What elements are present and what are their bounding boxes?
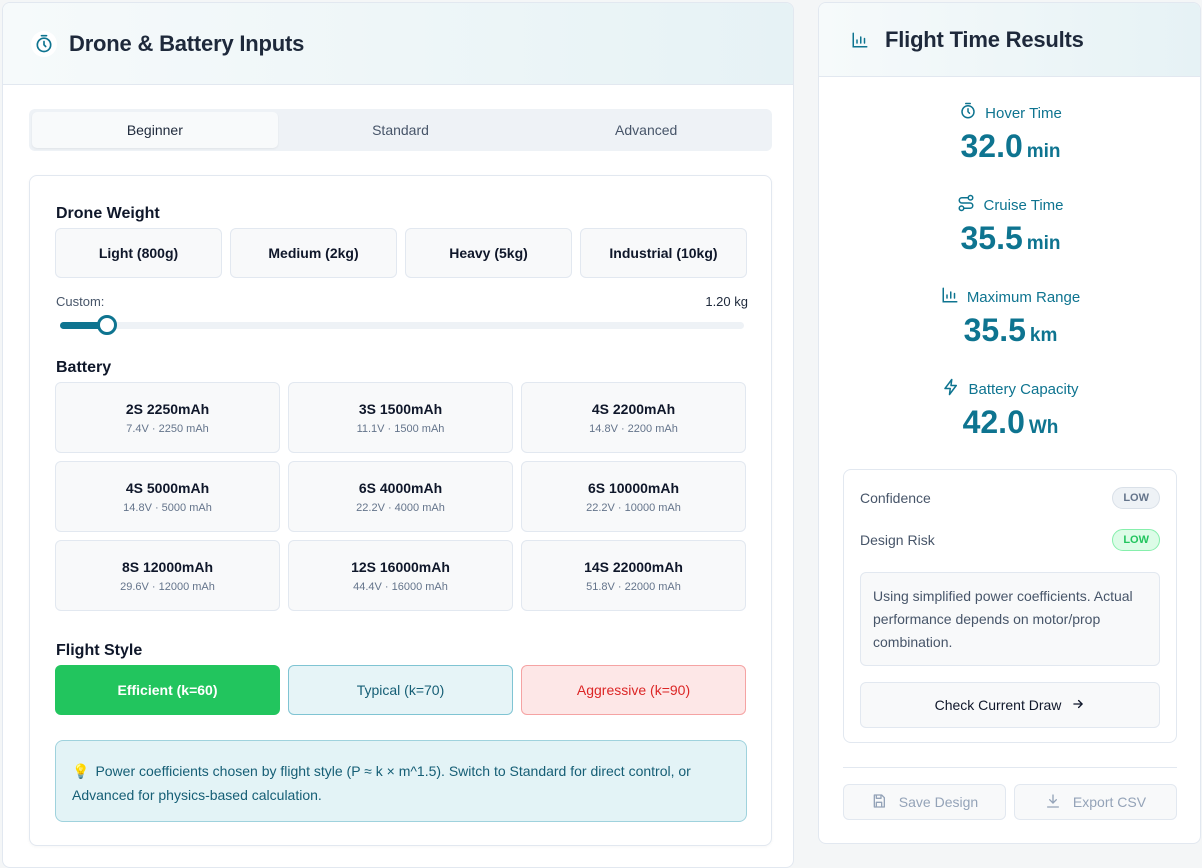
tab-beginner[interactable]: Beginner [32, 112, 278, 148]
weight-slider[interactable] [60, 315, 744, 335]
drone-weight-label: Drone Weight [56, 205, 160, 222]
confidence-row: Confidence LOW [860, 487, 1160, 509]
weight-presets: Light (800g) Medium (2kg) Heavy (5kg) In… [55, 228, 747, 278]
battery-capacity-value: 42.0 [962, 404, 1025, 440]
results-title: Flight Time Results [885, 26, 1084, 52]
inputs-panel: Drone & Battery Inputs Beginner Standard… [2, 2, 794, 868]
route-icon [957, 194, 975, 216]
download-icon [1045, 793, 1061, 812]
max-range-value: 35.5 [963, 312, 1026, 348]
custom-weight-row: Custom: 1.20 kg [56, 294, 748, 309]
max-range-metric: Maximum Range 35.5 km [819, 286, 1200, 349]
style-typical-button[interactable]: Typical (k=70) [288, 665, 513, 715]
cruise-time-value: 35.5 [960, 220, 1023, 256]
tab-advanced[interactable]: Advanced [615, 122, 678, 138]
stopwatch-icon [31, 30, 57, 57]
battery-option[interactable]: 6S 10000mAh 22.2V · 10000 mAh [521, 461, 746, 532]
hover-time-label: Hover Time [985, 104, 1062, 122]
footer-divider [843, 767, 1177, 768]
battery-option[interactable]: 14S 22000mAh 51.8V · 22000 mAh [521, 540, 746, 611]
weight-industrial-button[interactable]: Industrial (10kg) [580, 228, 747, 278]
flight-style-label: Flight Style [56, 642, 143, 659]
battery-label: Battery [56, 359, 112, 376]
style-aggressive-button[interactable]: Aggressive (k=90) [521, 665, 746, 715]
save-design-button[interactable]: Save Design [843, 784, 1006, 820]
design-risk-badge: LOW [1112, 529, 1160, 551]
inputs-header: Drone & Battery Inputs [3, 3, 793, 85]
inputs-title: Drone & Battery Inputs [69, 30, 305, 56]
cruise-time-unit: min [1026, 233, 1061, 254]
weight-slider-fill [60, 322, 107, 329]
battery-option[interactable]: 6S 4000mAh 22.2V · 4000 mAh [288, 461, 513, 532]
inputs-form: Drone Weight Light (800g) Medium (2kg) H… [29, 175, 772, 846]
battery-option[interactable]: 3S 1500mAh 11.1V · 1500 mAh [288, 382, 513, 453]
model-note: Using simplified power coefficients. Act… [860, 572, 1160, 666]
battery-option[interactable]: 12S 16000mAh 44.4V · 16000 mAh [288, 540, 513, 611]
battery-options: 2S 2250mAh 7.4V · 2250 mAh 3S 1500mAh 11.1… [55, 382, 746, 611]
bar-chart-icon [941, 286, 959, 308]
style-efficient-button[interactable]: Efficient (k=60) [55, 665, 280, 715]
mode-tabs: Beginner Standard Advanced [29, 109, 772, 151]
battery-capacity-unit: Wh [1028, 417, 1059, 438]
max-range-unit: km [1029, 325, 1058, 346]
check-current-draw-button[interactable]: Check Current Draw [860, 682, 1160, 728]
max-range-label: Maximum Range [966, 288, 1081, 306]
battery-option[interactable]: 4S 5000mAh 14.8V · 5000 mAh [55, 461, 280, 532]
arrow-right-icon [1071, 697, 1085, 714]
design-risk-row: Design Risk LOW [860, 529, 1160, 551]
export-csv-button[interactable]: Export CSV [1014, 784, 1177, 820]
weight-heavy-button[interactable]: Heavy (5kg) [405, 228, 572, 278]
battery-option[interactable]: 2S 2250mAh 7.4V · 2250 mAh [55, 382, 280, 453]
bar-chart-icon [847, 27, 873, 53]
custom-weight-label: Custom: [56, 294, 105, 309]
hover-time-metric: Hover Time 32.0 min [819, 102, 1200, 165]
hover-time-unit: min [1026, 141, 1061, 162]
flight-style-options: Efficient (k=60) Typical (k=70) Aggressi… [55, 665, 746, 715]
tab-standard[interactable]: Standard [372, 122, 429, 138]
save-icon [871, 793, 887, 812]
custom-weight-value: 1.20 kg [705, 294, 748, 309]
battery-capacity-label: Battery Capacity [968, 380, 1079, 398]
check-current-draw-label: Check Current Draw [934, 697, 1062, 713]
assessment-box: Confidence LOW Design Risk LOW Using sim… [843, 469, 1177, 743]
cruise-time-metric: Cruise Time 35.5 min [819, 194, 1200, 257]
weight-medium-button[interactable]: Medium (2kg) [230, 228, 397, 278]
weight-slider-thumb[interactable] [97, 315, 117, 335]
cruise-time-label: Cruise Time [983, 196, 1064, 214]
weight-light-button[interactable]: Light (800g) [55, 228, 222, 278]
results-panel: Flight Time Results Hover Time 32.0 min C… [818, 2, 1201, 844]
battery-option[interactable]: 8S 12000mAh 29.6V · 12000 mAh [55, 540, 280, 611]
design-risk-label: Design Risk [860, 532, 935, 548]
hover-time-value: 32.0 [960, 128, 1023, 164]
info-text: Power coefficients chosen by flight styl… [72, 763, 691, 803]
battery-option[interactable]: 4S 2200mAh 14.8V · 2200 mAh [521, 382, 746, 453]
stopwatch-icon [959, 102, 977, 124]
lightbulb-icon: 💡 [72, 763, 90, 779]
export-csv-label: Export CSV [1072, 794, 1147, 810]
info-box: 💡 Power coefficients chosen by flight sty… [55, 740, 747, 822]
confidence-badge: LOW [1112, 487, 1160, 509]
results-header: Flight Time Results [819, 3, 1200, 77]
lightning-icon [942, 378, 960, 400]
battery-capacity-metric: Battery Capacity 42.0 Wh [819, 378, 1200, 441]
confidence-label: Confidence [860, 490, 931, 506]
save-design-label: Save Design [898, 794, 979, 810]
